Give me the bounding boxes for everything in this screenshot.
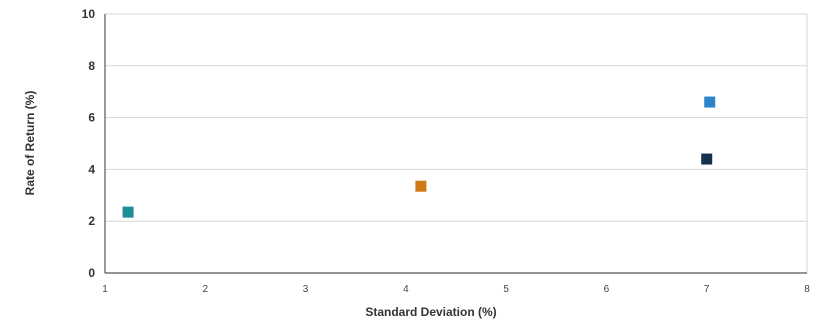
- y-tick-label: 0: [88, 266, 95, 280]
- y-tick-label: 4: [88, 162, 95, 176]
- x-tick-label: 6: [604, 284, 610, 295]
- x-tick-label: 8: [804, 284, 810, 295]
- y-tick-label: 10: [82, 7, 96, 21]
- y-tick-label: 6: [88, 111, 95, 125]
- x-axis-title: Standard Deviation (%): [365, 305, 496, 319]
- data-point: [415, 180, 427, 192]
- data-point: [701, 153, 713, 165]
- x-tick-label: 7: [704, 284, 710, 295]
- data-points: [122, 96, 716, 218]
- y-tick-label: 2: [88, 214, 95, 228]
- y-axis-title: Rate of Return (%): [23, 91, 37, 196]
- y-tick-label: 8: [88, 59, 95, 73]
- x-tick-label: 1: [102, 284, 108, 295]
- x-tick-label: 2: [203, 284, 209, 295]
- x-tick-label: 5: [503, 284, 509, 295]
- x-tick-label: 4: [403, 284, 409, 295]
- y-tick-labels: 0 2 4 6 8 10: [82, 7, 96, 280]
- grid: [105, 13, 808, 273]
- data-point: [122, 206, 134, 218]
- axes: [104, 14, 807, 274]
- x-tick-labels: 1 2 3 4 5 6 7 8: [102, 284, 810, 295]
- data-point: [704, 96, 716, 108]
- x-tick-label: 3: [303, 284, 309, 295]
